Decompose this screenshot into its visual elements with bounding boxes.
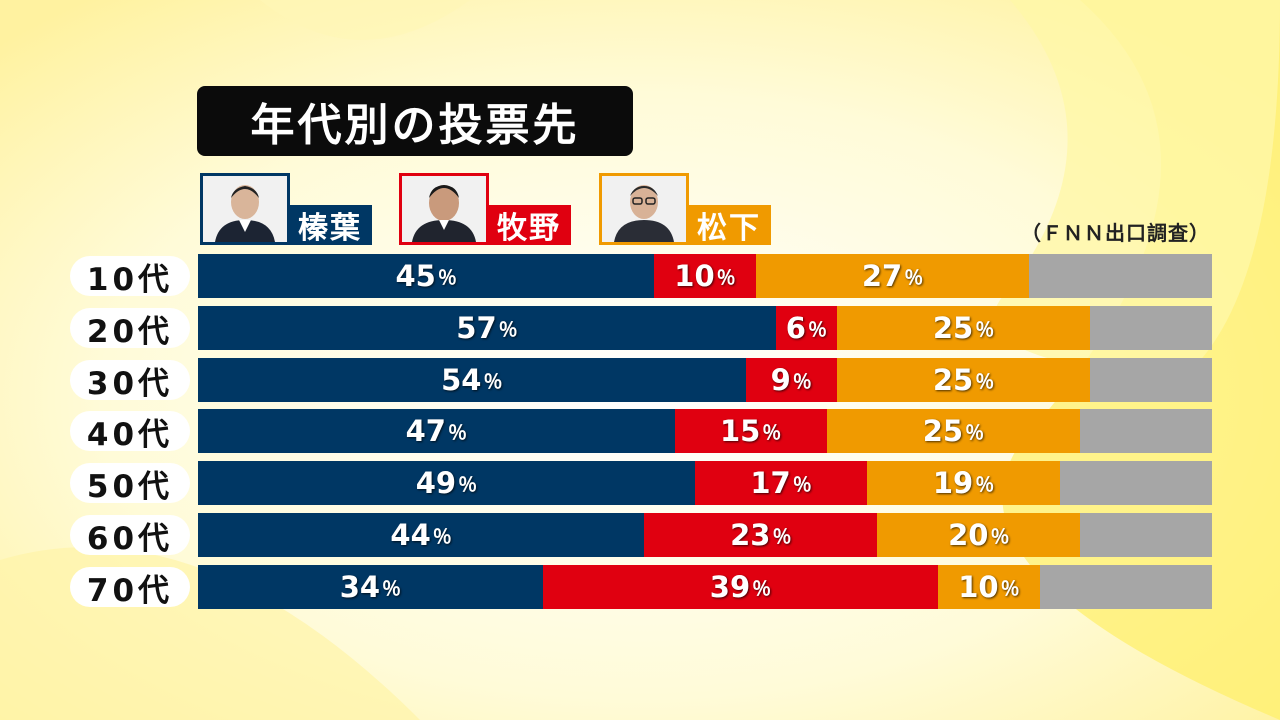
candidate-legend-matsushita: 松下: [599, 173, 771, 246]
bar-segment: 25 ％: [836, 306, 1091, 350]
bar-segment: 57 ％: [198, 306, 776, 350]
candidate-photo: [599, 173, 689, 245]
candidate-legend-makino: 牧野: [399, 173, 571, 246]
percent-sign: ％: [772, 525, 792, 548]
percent-sign: ％: [1000, 577, 1020, 600]
value-label: 10: [958, 570, 999, 604]
value-label: 25: [932, 311, 974, 345]
value-label: 57: [456, 311, 497, 345]
percent-sign: ％: [975, 318, 995, 341]
bar-row: 34 ％ 39 ％ 10 ％: [198, 565, 1212, 609]
legend-label: 牧野: [489, 205, 571, 246]
bar-row: 57 ％ 6 ％ 25 ％: [198, 306, 1212, 350]
bar-row: 54 ％ 9 ％ 25 ％: [198, 358, 1212, 402]
percent-sign: ％: [382, 577, 402, 600]
bar-segment: 23 ％: [644, 513, 878, 557]
value-label: 34: [339, 570, 381, 604]
value-label: 45: [395, 259, 436, 293]
bar-segment: 17 ％: [694, 461, 868, 505]
bar-segment: 6 ％: [775, 306, 837, 350]
bar-segment: 25 ％: [826, 409, 1081, 453]
age-label: 10代: [70, 256, 190, 298]
age-label: 20代: [70, 308, 190, 350]
value-label: 9: [770, 363, 791, 397]
age-label: 60代: [70, 515, 190, 557]
percent-sign: ％: [965, 421, 985, 444]
value-label: 27: [861, 259, 903, 293]
percent-sign: ％: [975, 370, 995, 393]
bar-segment: 15 ％: [674, 409, 827, 453]
bar-row: 47 ％ 15 ％ 25 ％: [198, 409, 1212, 453]
value-label: 47: [405, 414, 446, 448]
age-label: 40代: [70, 411, 190, 453]
age-label: 50代: [70, 463, 190, 505]
percent-sign: ％: [498, 318, 518, 341]
bar-segment: 54 ％: [198, 358, 746, 402]
value-label: 20: [948, 518, 989, 552]
value-label: 44: [390, 518, 431, 552]
bar-segment: 49 ％: [198, 461, 695, 505]
legend-label: 榛葉: [290, 205, 372, 246]
chart-title: 年代別の投票先: [197, 86, 633, 156]
candidate-photo: [200, 173, 290, 245]
value-label: 17: [750, 466, 791, 500]
bar-segment: 45 ％: [198, 254, 655, 298]
value-label: 10: [674, 259, 715, 293]
value-label: 19: [932, 466, 974, 500]
age-label: 30代: [70, 360, 190, 402]
percent-sign: ％: [716, 266, 736, 289]
percent-sign: ％: [807, 318, 827, 341]
value-label: 49: [415, 466, 457, 500]
value-label: 54: [441, 363, 482, 397]
bar-row: 49 ％ 17 ％ 19 ％: [198, 461, 1212, 505]
bar-segment: 10 ％: [938, 565, 1040, 609]
person-icon: [215, 185, 275, 242]
value-label: 6: [785, 311, 806, 345]
candidate-photo: [399, 173, 489, 245]
value-label: 25: [922, 414, 964, 448]
age-label: 70代: [70, 567, 190, 609]
value-label: 39: [709, 570, 751, 604]
bar-segment: 20 ％: [877, 513, 1081, 557]
value-label: 15: [719, 414, 761, 448]
person-icon: [614, 185, 674, 242]
percent-sign: ％: [458, 473, 478, 496]
source-note: （ＦＮＮ出口調査）: [1021, 221, 1210, 245]
percent-sign: ％: [975, 473, 995, 496]
percent-sign: ％: [447, 421, 467, 444]
percent-sign: ％: [792, 370, 812, 393]
person-icon: [412, 185, 476, 242]
percent-sign: ％: [483, 370, 503, 393]
percent-sign: ％: [990, 525, 1010, 548]
legend-label: 松下: [689, 205, 771, 246]
bar-row: 45 ％ 10 ％ 27 ％: [198, 254, 1212, 298]
bar-segment: 25 ％: [836, 358, 1091, 402]
percent-sign: ％: [904, 266, 924, 289]
bar-segment: 39 ％: [542, 565, 939, 609]
bar-segment: 47 ％: [198, 409, 675, 453]
percent-sign: ％: [432, 525, 452, 548]
bar-row: 44 ％ 23 ％ 20 ％: [198, 513, 1212, 557]
percent-sign: ％: [437, 266, 457, 289]
candidate-legend-shinba: 榛葉: [200, 173, 372, 246]
bar-segment: 19 ％: [867, 461, 1060, 505]
bar-segment: 27 ％: [755, 254, 1030, 298]
percent-sign: ％: [752, 577, 772, 600]
bar-segment: 9 ％: [745, 358, 837, 402]
bar-segment: 10 ％: [654, 254, 756, 298]
percent-sign: ％: [792, 473, 812, 496]
percent-sign: ％: [762, 421, 782, 444]
bar-segment: 44 ％: [198, 513, 645, 557]
value-label: 23: [730, 518, 771, 552]
bar-segment: 34 ％: [198, 565, 543, 609]
value-label: 25: [932, 363, 974, 397]
